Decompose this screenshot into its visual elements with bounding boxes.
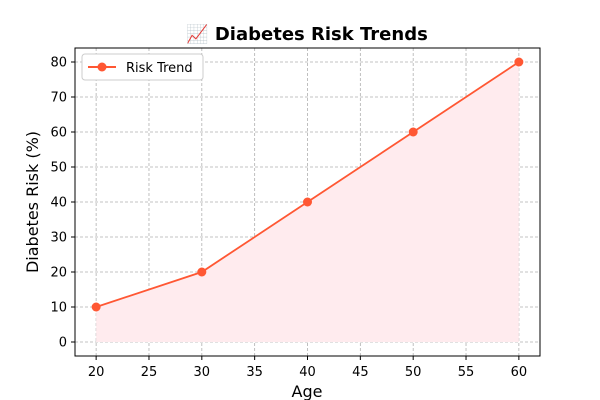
- x-axis-title: Age: [292, 382, 323, 400]
- legend: Risk Trend: [81, 53, 204, 81]
- y-tick-label: 80: [50, 56, 67, 71]
- y-tick-label: 50: [50, 161, 67, 176]
- y-tick-label: 0: [59, 336, 67, 351]
- x-tick-label: 60: [511, 365, 528, 380]
- data-point: [303, 197, 312, 207]
- y-tick-label: 10: [50, 301, 67, 316]
- legend-box: [81, 53, 204, 81]
- y-tick-label: 20: [50, 266, 67, 281]
- x-tick-label: 30: [194, 365, 211, 380]
- chart-title: 📈 Diabetes Risk Trends: [186, 23, 428, 45]
- tick-layer: 20 25 30 35 40 45 50 55 60 0 10 20 30 40 50 60 70 80: [50, 56, 527, 381]
- x-tick-label: 20: [88, 365, 105, 380]
- y-tick-label: 70: [50, 91, 67, 106]
- y-tick-label: 60: [50, 126, 67, 141]
- x-tick-label: 40: [299, 365, 316, 380]
- data-point: [91, 302, 101, 312]
- x-tick-label: 55: [458, 365, 475, 380]
- legend-label: Risk Trend: [126, 61, 193, 76]
- x-tick-label: 45: [352, 365, 369, 380]
- series-marker-layer: [91, 57, 524, 312]
- legend-marker-swatch: [97, 62, 107, 72]
- y-axis-title: Diabetes Risk (%): [23, 131, 42, 273]
- y-tick-label: 40: [50, 196, 67, 211]
- x-tick-label: 50: [405, 365, 422, 380]
- x-tick-label: 25: [141, 365, 158, 380]
- x-tick-label: 35: [246, 365, 263, 380]
- data-point: [408, 127, 418, 137]
- data-point: [514, 57, 524, 67]
- data-point: [197, 267, 207, 277]
- y-tick-label: 30: [50, 231, 67, 246]
